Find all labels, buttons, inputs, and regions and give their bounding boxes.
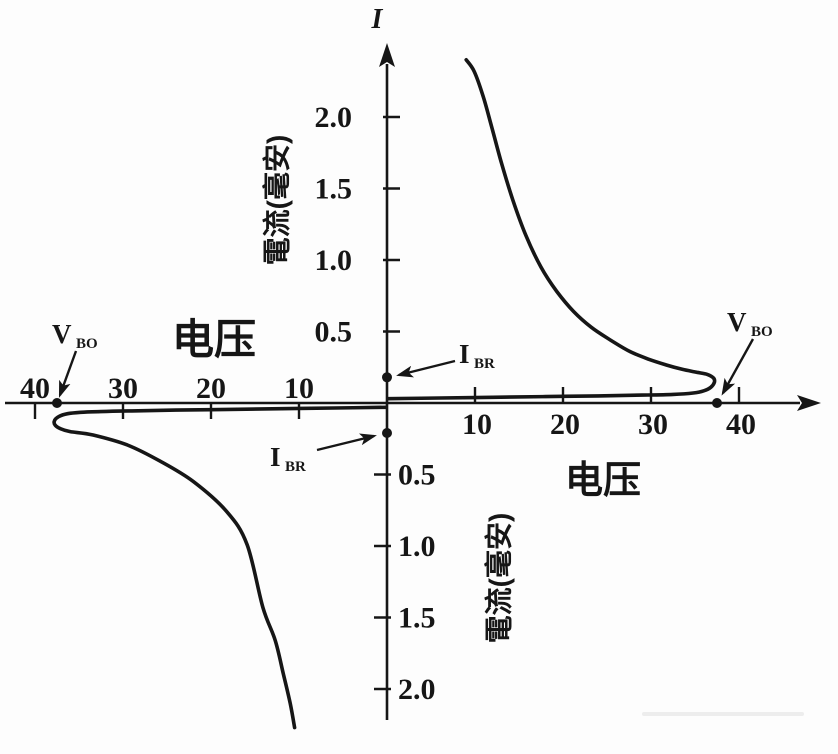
x-tick-label: 30 — [638, 408, 668, 441]
ibr-lower-label: I — [270, 442, 281, 472]
axis-ticks: 40 30 20 10 10 20 30 40 2.0 1.5 1.0 0.5 0.5 1.0 1.5 2.0 — [20, 101, 756, 706]
marker-dots — [52, 372, 722, 438]
ibr-lower-label-subscript: BR — [285, 459, 306, 475]
y-tick-label: 0.5 — [315, 316, 353, 349]
ibr-lower-arrow — [316, 433, 377, 452]
negative-breakover-branch-curve — [52, 405, 388, 730]
x-tick-label: 10 — [462, 408, 492, 441]
ibr-upper-label: I — [459, 339, 470, 369]
x-tick-label: 40 — [726, 408, 756, 441]
x-tick-label: 40 — [20, 372, 50, 405]
vbo-left-label-subscript: BO — [76, 336, 98, 352]
ibr-upper-arrow — [396, 359, 456, 378]
y-axis-title: I — [371, 4, 384, 35]
x-tick-label: 30 — [108, 372, 138, 405]
y-tick-label: 1.5 — [398, 602, 436, 635]
positive-breakover-branch-curve — [386, 58, 717, 401]
y-tick-label: 1.5 — [315, 173, 353, 206]
y-axis-label-lower: 電流(毫安) — [483, 513, 515, 644]
vbo-left-arrow — [58, 350, 78, 398]
x-axis-label-negative: 电压 — [172, 316, 256, 363]
vbo-right-arrow — [721, 338, 755, 396]
y-axis-label-upper: 電流(毫安) — [261, 135, 293, 266]
vbo-left-label: V — [52, 319, 72, 349]
x-tick-label: 20 — [550, 408, 580, 441]
ibr-upper-label-subscript: BR — [474, 356, 495, 372]
vbo-right-label-subscript: BO — [751, 324, 773, 340]
vbo-positive-point — [712, 398, 722, 408]
x-tick-label: 10 — [284, 372, 314, 405]
y-tick-label: 2.0 — [398, 673, 436, 706]
y-tick-label: 1.0 — [315, 244, 353, 277]
x-tick-label: 20 — [196, 372, 226, 405]
vbo-right-label: V — [727, 307, 747, 337]
vbo-negative-point — [52, 398, 62, 408]
x-axis-label-positive: 电压 — [565, 460, 641, 502]
y-tick-label: 2.0 — [315, 101, 353, 134]
ibr-upper-point — [382, 372, 392, 383]
characteristic-curves — [52, 58, 717, 730]
ibr-lower-point — [382, 428, 392, 438]
y-tick-label: 1.0 — [398, 530, 436, 563]
y-tick-label: 0.5 — [398, 459, 436, 492]
watermark-smudge — [642, 712, 804, 716]
